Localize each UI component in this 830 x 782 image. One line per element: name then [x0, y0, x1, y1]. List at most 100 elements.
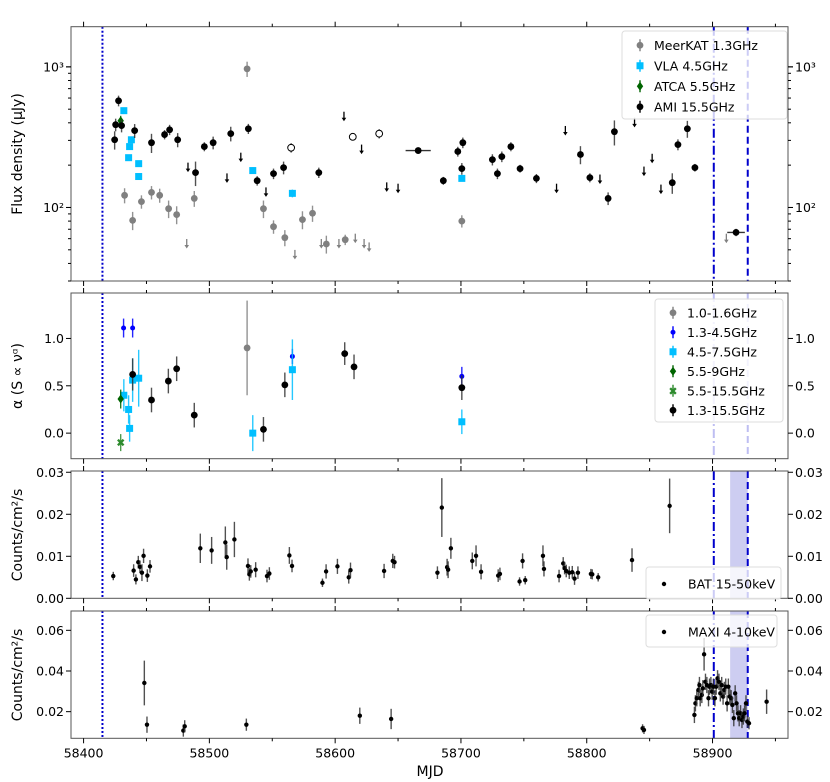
arrow-head — [384, 188, 390, 192]
y-tick-label-right: 10³ — [795, 59, 816, 74]
data-point — [280, 164, 287, 172]
data-point — [190, 411, 198, 419]
data-point — [570, 570, 575, 575]
upper-limit-arrow — [238, 152, 244, 163]
upper-limit-arrow — [359, 144, 364, 155]
data-point — [641, 727, 647, 733]
arrow-head — [395, 189, 401, 194]
y-tick-label-right: 0.5 — [795, 378, 815, 393]
data-point — [357, 713, 363, 718]
upper-limit-arrow — [263, 187, 269, 197]
y-tick-label: 1.0 — [44, 331, 64, 346]
data-point — [730, 702, 735, 708]
plot-frame — [70, 26, 789, 282]
arrow-head — [554, 189, 559, 194]
data-point — [700, 686, 706, 691]
upper-limit-arrow — [563, 125, 568, 136]
data-point — [130, 325, 136, 331]
data-point — [249, 429, 257, 437]
data-point — [719, 682, 724, 688]
arrow-head — [352, 239, 358, 244]
legend: BAT 15-50keV — [645, 566, 782, 600]
series-4-5-7-5ghz — [120, 339, 466, 452]
data-point — [141, 553, 146, 559]
upper-limit-arrow — [361, 238, 367, 249]
y-tick-label: 0.0 — [44, 426, 64, 441]
legend-label: ATCA 5.5GHz — [654, 79, 736, 94]
data-point — [232, 537, 237, 542]
upper-limit-arrow — [554, 183, 559, 194]
data-point — [129, 371, 137, 378]
data-point — [734, 701, 739, 706]
data-point — [147, 564, 153, 569]
data-point — [111, 573, 116, 579]
data-point — [458, 418, 466, 426]
data-point — [142, 680, 147, 686]
data-point — [135, 173, 143, 181]
y-tick-label: 0.02 — [36, 704, 64, 719]
legend-marker — [661, 629, 667, 635]
data-point — [120, 107, 128, 115]
data-point — [173, 211, 181, 218]
arrow-head — [336, 244, 342, 249]
x-tick-label: 58800 — [567, 745, 607, 760]
data-point — [732, 228, 740, 236]
data-point — [182, 724, 187, 729]
data-point — [731, 715, 736, 721]
series-maxi-4-10kev — [142, 638, 769, 737]
data-point — [260, 205, 267, 213]
data-point — [288, 189, 296, 197]
y-tick-label-right: 0.04 — [795, 663, 823, 678]
legend-label: 1.0-1.6GHz — [687, 305, 757, 320]
y-tick-label: 0.00 — [36, 591, 64, 606]
data-point — [439, 177, 447, 185]
data-point — [131, 568, 136, 573]
series-1-3-15-5ghz — [129, 342, 466, 442]
upper-limit-arrow — [649, 153, 655, 164]
arrow-head — [238, 158, 244, 163]
arrow-head — [185, 168, 191, 173]
upper-limit-arrow — [184, 238, 190, 249]
panel-1: 10³ 10³ 10² 10² MeerKAT 1.3GHz VLA 4.5GHz ATCA… — [43, 21, 816, 286]
data-point — [243, 65, 251, 73]
data-point — [224, 554, 229, 560]
y-tick-label: 0.06 — [36, 623, 64, 638]
legend-marker — [636, 81, 644, 91]
data-point — [507, 143, 515, 150]
data-point — [223, 540, 228, 545]
data-point — [341, 236, 349, 244]
x-tick-label: 58700 — [441, 745, 481, 760]
data-point — [165, 205, 173, 213]
data-point — [115, 97, 122, 105]
data-point — [164, 377, 172, 385]
arrow-head — [632, 123, 637, 128]
data-point — [516, 165, 524, 172]
data-point — [288, 366, 296, 374]
upper-limit-arrow — [185, 162, 191, 173]
legend-label: 4.5-7.5GHz — [687, 344, 757, 359]
series-bat-15-50kev — [111, 478, 672, 587]
data-point — [743, 701, 749, 706]
data-point — [127, 136, 135, 144]
y-tick-label: 10² — [43, 200, 64, 215]
data-point — [746, 721, 752, 726]
arrow-head — [641, 172, 647, 177]
data-point — [126, 143, 134, 151]
data-point — [692, 712, 697, 718]
data-point — [742, 711, 747, 716]
legend-marker — [669, 348, 677, 356]
data-point — [131, 127, 139, 135]
data-point — [458, 384, 466, 392]
y-tick-label-right: 0.02 — [795, 704, 823, 719]
arrow-head — [658, 190, 664, 195]
data-point — [674, 141, 682, 148]
legend-marker — [661, 581, 667, 587]
data-point — [572, 576, 577, 581]
data-point — [577, 151, 584, 158]
data-point — [267, 571, 272, 576]
data-point — [138, 198, 145, 206]
upper-limit-arrow — [319, 238, 324, 249]
legend-label: 5.5-15.5GHz — [687, 383, 765, 398]
data-point — [281, 234, 289, 242]
data-point — [198, 546, 203, 551]
